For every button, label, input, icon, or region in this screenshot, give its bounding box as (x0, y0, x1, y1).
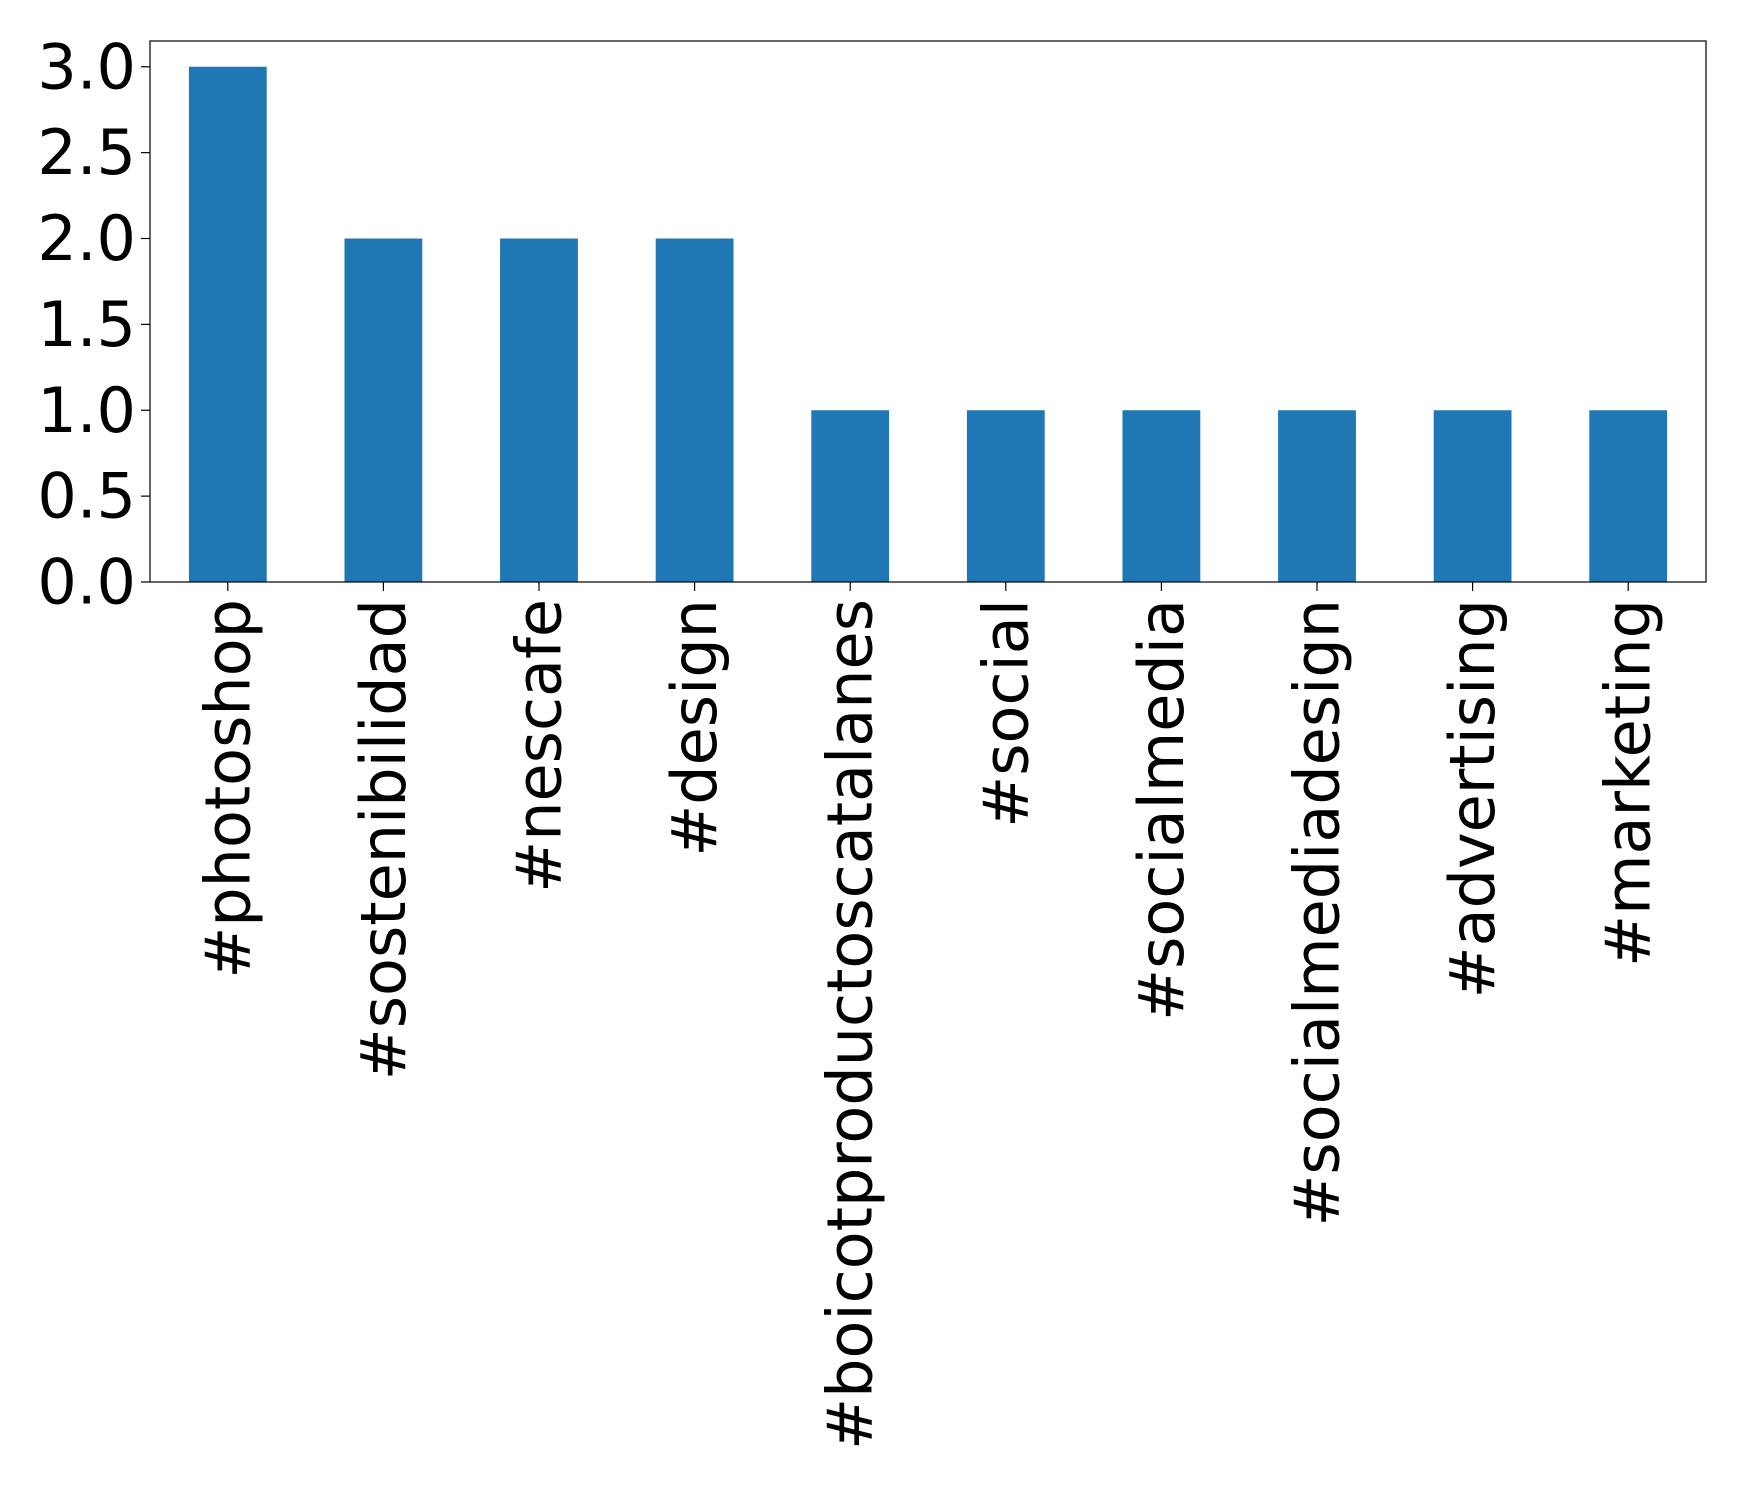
x-tick-label: #socialmediadesign (1281, 599, 1354, 1227)
bar (655, 238, 734, 582)
x-tick-label: #photoshop (191, 599, 264, 979)
y-tick-label: 1.5 (37, 288, 136, 361)
bar (1433, 410, 1512, 582)
bar (188, 66, 267, 582)
x-tick-label: #marketing (1592, 599, 1665, 967)
y-tick-label: 2.0 (37, 202, 136, 275)
bar (344, 238, 423, 582)
y-tick-label: 0.0 (37, 546, 136, 619)
bar (966, 410, 1045, 582)
bar (1122, 410, 1201, 582)
x-tick-label: #design (658, 599, 731, 857)
x-tick-label: #nescafe (503, 599, 576, 893)
y-tick-label: 2.5 (37, 116, 136, 189)
x-tick-label: #social (969, 599, 1042, 828)
bar (1589, 410, 1668, 582)
y-tick-label: 0.5 (37, 460, 136, 533)
y-tick-label: 1.0 (37, 374, 136, 447)
x-tick-label: #sostenibilidad (347, 599, 420, 1080)
bars-layer (188, 66, 1668, 582)
x-tick-label: #advertising (1436, 599, 1509, 998)
bar (500, 238, 578, 582)
bar (1278, 410, 1356, 582)
x-tick-label: #socialmedia (1125, 599, 1198, 1021)
bar (811, 410, 890, 582)
plot-frame (149, 40, 1707, 583)
y-tick-label: 3.0 (37, 30, 136, 103)
x-tick-label: #boicotproductoscatalanes (814, 599, 887, 1450)
x-axis-ticks: #photoshop #sostenibilidad #nescafe #design… (191, 582, 1665, 1450)
y-axis-ticks: 0.0 0.5 1.0 1.5 2.0 2.5 3.0 (37, 30, 150, 619)
